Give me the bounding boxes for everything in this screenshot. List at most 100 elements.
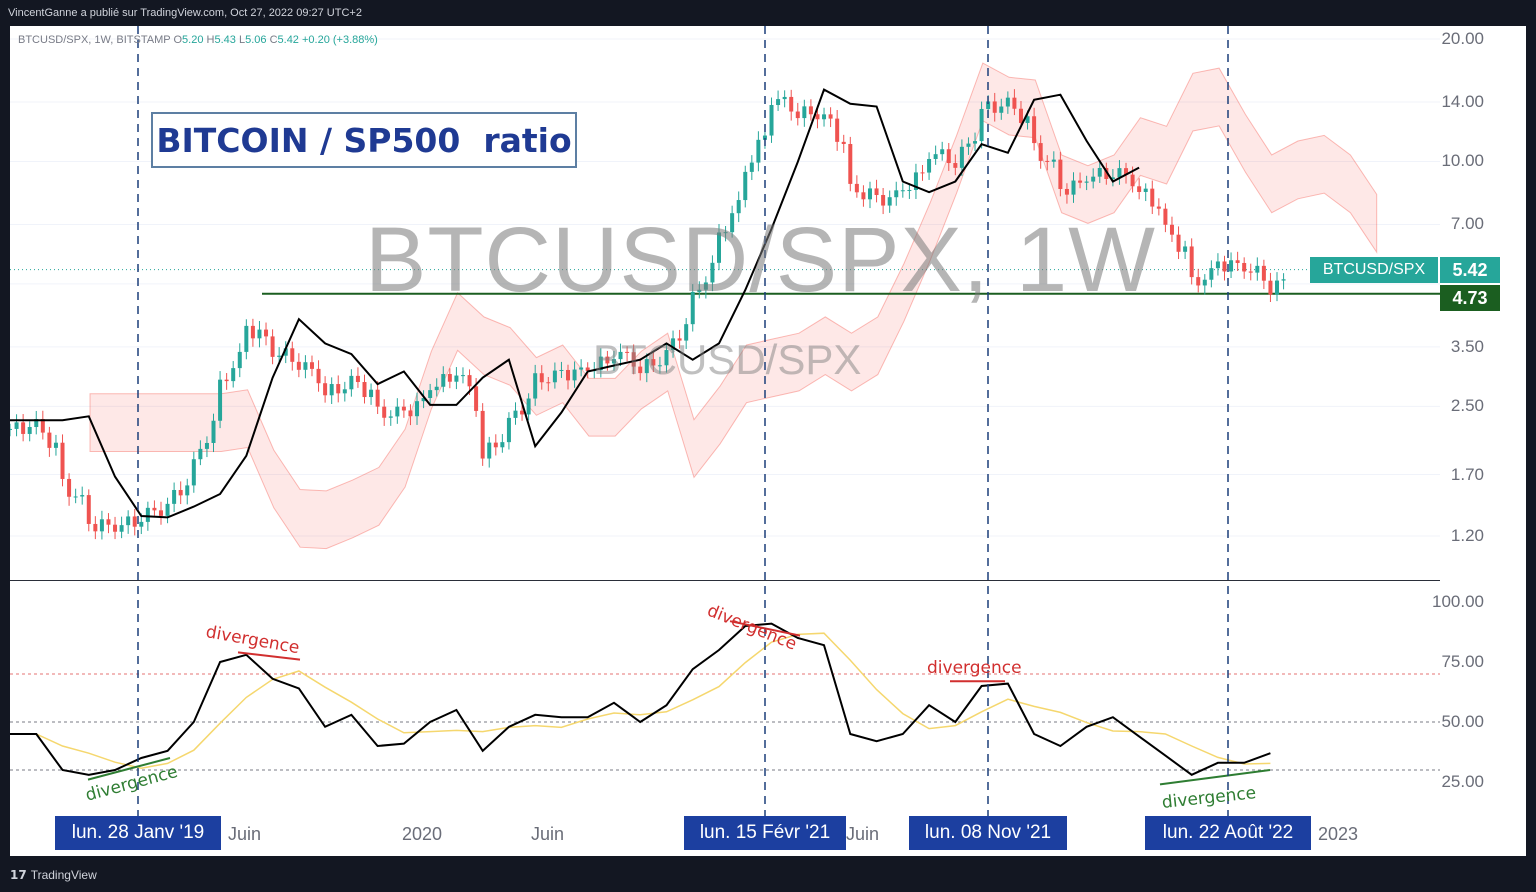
candle-body	[1091, 176, 1096, 182]
candle-body	[1018, 108, 1023, 123]
candle-body	[415, 401, 420, 417]
candle-body	[533, 373, 538, 399]
candle-body	[598, 356, 603, 371]
candle-body	[671, 338, 676, 351]
candle-body	[611, 359, 616, 364]
candle-body	[152, 507, 157, 511]
candle-body	[172, 489, 177, 504]
candle-body	[697, 289, 702, 292]
candle-body	[690, 291, 695, 325]
candle-body	[1058, 159, 1063, 189]
candle-body	[953, 163, 958, 168]
candle-body	[1064, 188, 1069, 195]
chart-frame[interactable]: BTCUSD/SPX, 1W, BITSTAMP O5.20 H5.43 L5.…	[10, 26, 1526, 856]
candle-body	[887, 197, 892, 206]
candle-body	[736, 200, 741, 214]
candle-body	[782, 96, 787, 100]
candle-body	[776, 99, 781, 106]
rsi-tick: 25.00	[1441, 772, 1484, 791]
candle-body	[185, 485, 190, 496]
date-marker: lun. 15 Févr '21	[684, 816, 846, 850]
candle-body	[21, 422, 26, 434]
price-tick: 20.00	[1441, 29, 1484, 48]
divergence-line	[237, 651, 301, 661]
candle-body	[854, 183, 859, 193]
candle-body	[316, 368, 321, 384]
candle-body	[572, 369, 577, 381]
candle-body	[1229, 260, 1234, 272]
candle-body	[264, 329, 269, 337]
candle-body	[421, 398, 426, 402]
last-price-tag: 5.42	[1440, 257, 1500, 283]
candle-body	[979, 108, 984, 142]
candle-body	[546, 382, 551, 384]
candle-body	[1143, 188, 1148, 192]
candle-body	[500, 442, 505, 448]
candle-body	[1110, 177, 1115, 179]
candle-body	[559, 369, 564, 371]
candle-body	[73, 496, 78, 498]
candle-body	[369, 389, 374, 398]
watermark-main: BTCUSD/SPX, 1W	[365, 209, 1157, 311]
candle-body	[1124, 168, 1129, 175]
candle-body	[1281, 279, 1286, 281]
change-value: +0.20 (+3.88%)	[302, 34, 378, 46]
candle-body	[933, 154, 938, 159]
candle-body	[388, 416, 393, 418]
price-tick: 14.00	[1441, 92, 1484, 111]
candle-body	[460, 375, 465, 377]
candle-body	[283, 348, 288, 356]
candle-body	[428, 390, 433, 399]
candle-body	[303, 362, 308, 370]
candle-body	[309, 362, 314, 369]
candle-body	[270, 336, 275, 357]
watermark-symbol: BTCUSD/SPX	[593, 336, 862, 383]
candle-body	[1084, 181, 1089, 183]
tradingview-logo-icon: 17	[10, 868, 27, 882]
candle-body	[907, 189, 912, 191]
candle-body	[257, 329, 262, 339]
candle-body	[1248, 271, 1253, 273]
rsi-tick: 50.00	[1441, 712, 1484, 731]
candle-body	[1169, 224, 1174, 235]
candle-body	[717, 232, 721, 263]
price-tick: 10.00	[1441, 151, 1484, 170]
candle-body	[1261, 265, 1266, 281]
candle-body	[881, 195, 886, 206]
high-value: 5.43	[214, 34, 236, 46]
candle-body	[191, 459, 196, 486]
ichimoku-cloud	[89, 62, 1378, 550]
candle-body	[113, 524, 118, 532]
candle-body	[165, 503, 170, 516]
candle-body	[644, 359, 649, 374]
candle-body	[80, 495, 85, 497]
candle-body	[579, 367, 584, 370]
candle-body	[966, 143, 971, 147]
candle-body	[795, 111, 800, 119]
candle-body	[789, 96, 794, 112]
tradingview-logo[interactable]: 17 TradingView	[10, 868, 97, 882]
candle-body	[946, 149, 951, 164]
divergence-label: divergence	[927, 658, 1022, 678]
candle-body	[723, 232, 728, 234]
candle-body	[1255, 265, 1260, 273]
candle-body	[762, 135, 767, 140]
candle-body	[1051, 159, 1056, 162]
candle-body	[224, 379, 229, 382]
chart-canvas[interactable]	[10, 26, 1526, 856]
candle-body	[362, 382, 367, 398]
candle-body	[231, 368, 236, 382]
candle-body	[1038, 143, 1043, 161]
candle-body	[34, 419, 39, 428]
candle-body	[808, 106, 813, 115]
chart-title-box: BITCOIN / SP500 ratio	[151, 112, 577, 168]
candle-body	[349, 375, 354, 390]
date-marker: lun. 22 Août '22	[1145, 816, 1311, 850]
candle-body	[1275, 280, 1280, 295]
candle-body	[178, 489, 183, 496]
time-axis-label: Juin	[228, 824, 262, 844]
candle-body	[815, 114, 820, 120]
candle-body	[408, 410, 413, 417]
pane-separator[interactable]	[10, 580, 1440, 581]
candle-body	[1163, 208, 1168, 225]
